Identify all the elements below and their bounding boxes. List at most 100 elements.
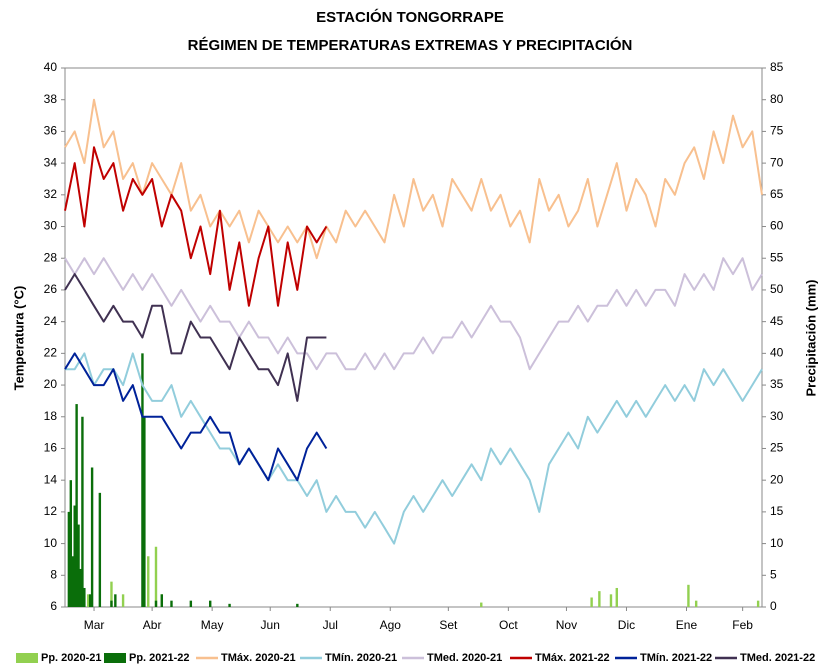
y-tick-label: 20 — [44, 377, 58, 391]
precip-bar — [154, 546, 158, 607]
precip-bar — [81, 416, 84, 607]
y2-tick-label: 50 — [770, 282, 784, 296]
precip-bar — [87, 594, 90, 607]
legend-label: TMáx. 2020-21 — [221, 652, 296, 664]
y-tick-label: 18 — [44, 409, 58, 423]
y2-tick-label: 70 — [770, 155, 784, 169]
y-tick-label: 12 — [44, 504, 58, 518]
y2-tick-label: 20 — [770, 472, 784, 486]
y2-tick-label: 25 — [770, 441, 784, 455]
precip-bar — [480, 602, 483, 607]
y2-tick-label: 60 — [770, 219, 784, 233]
temperature-line — [64, 273, 327, 402]
y-tick-label: 6 — [50, 599, 57, 613]
legend-label: Pp. 2020-21 — [41, 652, 102, 664]
precip-bar — [77, 524, 80, 607]
y-tick-label: 38 — [44, 92, 58, 106]
precip-bar — [110, 600, 113, 607]
chart-title: ESTACIÓN TONGORRAPE — [316, 8, 504, 26]
precip-bar — [228, 603, 231, 607]
precip-bar — [756, 600, 760, 607]
temperature-line — [65, 352, 763, 545]
precip-bar — [160, 594, 164, 607]
precip-bar — [67, 511, 71, 607]
y-tick-label: 32 — [44, 187, 58, 201]
x-tick-label: May — [201, 618, 224, 632]
precip-bar — [98, 492, 102, 607]
precip-bar — [615, 587, 618, 607]
precip-bar — [296, 603, 299, 607]
legend-label: Pp. 2021-22 — [129, 652, 190, 664]
x-tick-label: Mar — [84, 618, 105, 632]
legend-label: TMed. 2020-21 — [427, 652, 502, 664]
precip-bar — [170, 600, 173, 607]
y-tick-label: 8 — [50, 567, 57, 581]
precip-bar — [79, 568, 82, 607]
y2-tick-label: 40 — [770, 346, 784, 360]
precip-bar — [141, 353, 144, 607]
y-tick-label: 30 — [44, 219, 58, 233]
y-tick-label: 34 — [44, 155, 58, 169]
precip-bar — [590, 597, 593, 607]
y2-tick-label: 10 — [770, 536, 784, 550]
y-tick-label: 36 — [44, 124, 58, 138]
temperature-line — [64, 98, 763, 260]
y-axis-label: Temperatura (°C) — [11, 286, 26, 391]
legend-swatch — [104, 653, 126, 663]
x-tick-label: Set — [439, 618, 458, 632]
precip-bar — [69, 480, 73, 607]
y-tick-label: 14 — [44, 472, 58, 486]
precip-bar — [114, 594, 117, 607]
precip-bar — [154, 600, 158, 607]
precip-bar — [88, 594, 92, 607]
precip-bar — [83, 587, 86, 607]
precip-bar — [694, 600, 698, 607]
legend-swatch — [16, 653, 38, 663]
y-tick-label: 24 — [44, 314, 58, 328]
precip-bar — [209, 600, 212, 607]
temperature-line — [64, 352, 328, 482]
precip-bar — [75, 404, 78, 607]
precip-bar — [598, 591, 601, 607]
y2-tick-label: 80 — [770, 92, 784, 106]
legend-label: TMín. 2021-22 — [640, 652, 712, 664]
x-tick-label: Nov — [556, 618, 577, 632]
y-tick-label: 26 — [44, 282, 58, 296]
y2-tick-label: 45 — [770, 314, 784, 328]
y-tick-label: 16 — [44, 441, 58, 455]
precip-bar — [110, 581, 113, 607]
precip-bar — [687, 584, 690, 607]
y2-tick-label: 75 — [770, 124, 784, 138]
chart-subtitle: RÉGIMEN DE TEMPERATURAS EXTREMAS Y PRECI… — [188, 36, 633, 54]
plot-frame — [64, 67, 763, 608]
temperature-line — [64, 146, 328, 307]
legend-label: TMín. 2020-21 — [325, 652, 397, 664]
x-tick-label: Feb — [732, 618, 753, 632]
precip-bar — [121, 594, 125, 607]
precip-bar — [143, 416, 146, 607]
y-tick-label: 28 — [44, 250, 58, 264]
x-tick-label: Ago — [380, 618, 402, 632]
precip-bar — [609, 594, 613, 607]
y2-tick-label: 15 — [770, 504, 784, 518]
precip-bar — [147, 556, 150, 607]
y2-axis-label: Precipitación (mm) — [803, 279, 818, 396]
precip-bar — [90, 467, 94, 607]
temperature-line — [64, 257, 763, 371]
y2-tick-label: 30 — [770, 409, 784, 423]
precip-bar — [73, 505, 76, 607]
x-tick-label: Oct — [499, 618, 518, 632]
legend-label: TMáx. 2021-22 — [535, 652, 610, 664]
y2-tick-label: 55 — [770, 250, 784, 264]
y2-tick-label: 5 — [770, 567, 777, 581]
y2-tick-label: 0 — [770, 599, 777, 613]
x-tick-label: Dic — [618, 618, 635, 632]
y-tick-label: 40 — [44, 60, 58, 74]
y-tick-label: 22 — [44, 346, 58, 360]
legend-label: TMed. 2021-22 — [740, 652, 815, 664]
y2-tick-label: 65 — [770, 187, 784, 201]
x-tick-label: Jun — [261, 618, 280, 632]
x-tick-label: Ene — [676, 618, 698, 632]
y2-tick-label: 35 — [770, 377, 784, 391]
